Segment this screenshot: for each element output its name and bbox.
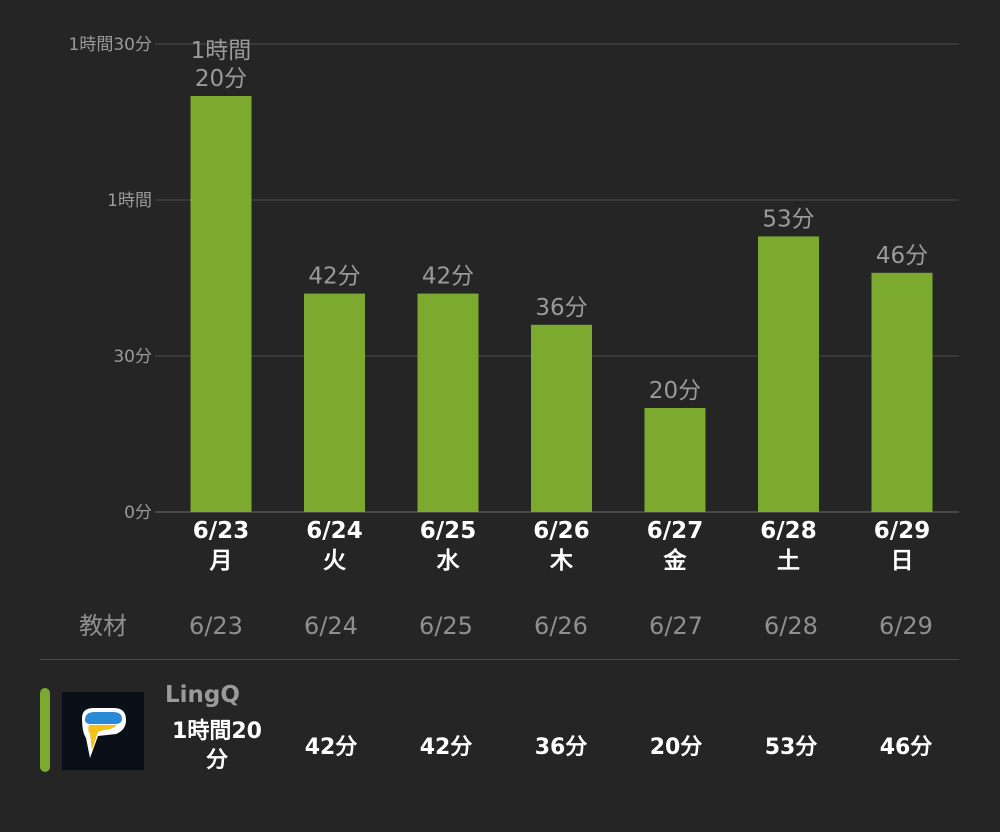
x-tick-weekday: 火: [323, 548, 346, 574]
x-tick-date: 6/28: [760, 518, 816, 544]
day-value: 42分: [304, 735, 358, 760]
bar-value-label: 36分: [535, 295, 587, 321]
bar-value-label: 1時間 20分: [191, 38, 252, 92]
x-tick-date: 6/27: [647, 518, 703, 544]
day-value: 53分: [764, 735, 818, 760]
day-value: 36分: [534, 735, 588, 760]
table-divider: [40, 659, 959, 660]
bar: [417, 293, 479, 512]
day-value: 20分: [649, 735, 703, 760]
material-column-header: 教材: [79, 612, 127, 640]
bar: [871, 272, 933, 512]
x-tick-weekday: 金: [663, 547, 688, 574]
y-tick-label: 0分: [124, 503, 152, 523]
bar-value-label: 46分: [876, 243, 928, 269]
x-tick-weekday: 木: [549, 548, 573, 574]
date-column-header: 6/28: [764, 612, 818, 640]
x-tick-date: 6/24: [306, 518, 362, 544]
app-name: LingQ: [165, 682, 240, 708]
x-tick-weekday: 日: [891, 548, 914, 574]
bar-value-label: 20分: [649, 378, 701, 404]
date-column-header: 6/24: [304, 612, 358, 640]
study-time-bar-chart: 0分 30分 1時間 1時間30分 1時間 20分 6/23 月 42分 6/24 火 42分 6/25…: [69, 35, 959, 574]
bar: [644, 408, 706, 512]
x-tick-weekday: 水: [437, 548, 461, 574]
day-value: 46分: [879, 735, 933, 760]
day-value: 1時間20分: [172, 719, 262, 773]
day-value: 42分: [419, 735, 473, 760]
date-column-header: 6/29: [879, 612, 933, 640]
bar-value-label: 42分: [308, 264, 360, 290]
y-tick-label: 30分: [113, 347, 152, 367]
y-tick-label: 1時間30分: [69, 35, 152, 55]
x-tick-date: 6/23: [193, 518, 249, 544]
lingq-logo-icon: [62, 692, 144, 770]
material-row-lingq[interactable]: LingQ 1時間20分 42分 42分 36分 20分 53分 46分: [0, 680, 1000, 780]
bar: [304, 293, 365, 512]
date-column-header: 6/26: [534, 612, 588, 640]
x-tick-date: 6/29: [874, 518, 930, 544]
y-tick-label: 1時間: [107, 191, 152, 211]
table-header: 教材 6/23 6/24 6/25 6/26 6/27 6/28 6/29: [0, 600, 1000, 652]
bar: [758, 236, 819, 512]
row-accent-bar: [40, 688, 50, 772]
bar-value-label: 53分: [762, 206, 814, 232]
x-tick-weekday: 土: [777, 548, 800, 574]
x-tick-weekday: 月: [209, 548, 233, 574]
bar: [531, 324, 592, 512]
date-column-header: 6/25: [419, 612, 473, 640]
bar: [190, 96, 252, 512]
date-column-header: 6/23: [189, 612, 243, 640]
date-column-header: 6/27: [649, 612, 703, 640]
x-tick-date: 6/26: [533, 518, 589, 544]
bar-value-label: 42分: [422, 264, 474, 290]
x-tick-date: 6/25: [420, 518, 476, 544]
